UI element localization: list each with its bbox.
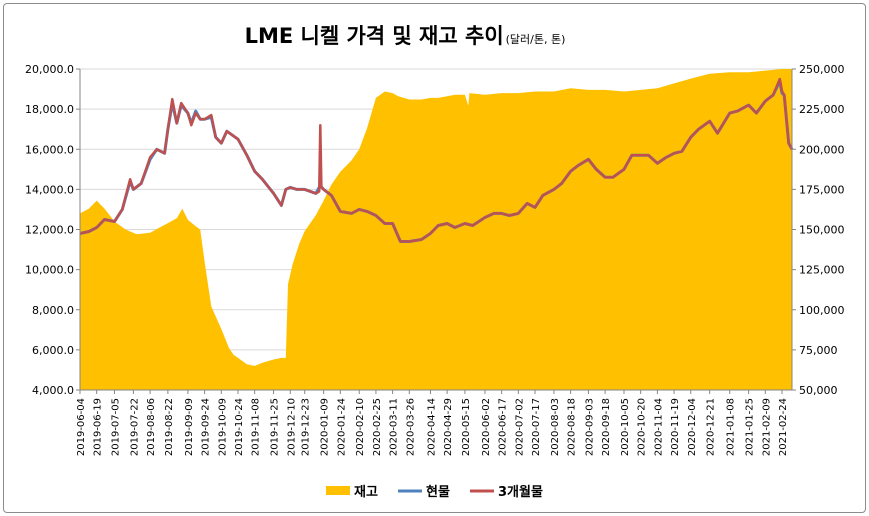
x-axis-tick-label: 2019-09-09	[184, 398, 195, 456]
x-axis-tick-label: 2019-07-05	[111, 398, 122, 456]
x-axis-tick-label: 2020-10-05	[620, 398, 631, 456]
left-axis-tick-label: 20,000.0	[25, 63, 74, 76]
x-axis-tick-label: 2020-12-21	[706, 398, 717, 456]
legend-label: 3개월물	[498, 484, 543, 500]
right-axis-tick-labels: 50,000 75,000 100,000 125,000 150,000 175,000…	[799, 63, 845, 397]
right-axis-tick-label: 125,000	[799, 264, 845, 277]
x-axis-tick-label: 2019-10-24	[234, 398, 245, 456]
right-axis-tick-label: 175,000	[799, 183, 845, 196]
right-axis-tick-label: 100,000	[799, 304, 845, 317]
x-axis-tick-label: 2020-04-14	[426, 398, 437, 456]
x-axis-tick-label: 2019-12-10	[286, 398, 297, 456]
x-axis-tick-label: 2020-05-15	[461, 398, 472, 456]
x-axis-tick-label: 2019-11-08	[251, 398, 262, 456]
left-axis-tick-label: 8,000.0	[32, 304, 74, 317]
x-axis-tick-label: 2020-08-03	[550, 398, 561, 456]
x-axis-tick-label: 2021-01-08	[726, 398, 737, 456]
left-axis-tick-label: 12,000.0	[25, 224, 74, 237]
right-axis-tick-label: 50,000	[799, 384, 838, 397]
x-axis-tick-label: 2019-11-25	[270, 398, 281, 456]
x-axis-tick-label: 2019-09-24	[201, 398, 212, 456]
chart-title-unit: (달러/톤, 톤)	[506, 33, 566, 46]
left-axis-tick-label: 6,000.0	[32, 344, 74, 357]
left-axis-tick-label: 18,000.0	[25, 103, 74, 116]
left-axis-tick-label: 10,000.0	[25, 264, 74, 277]
x-axis-tick-label: 2019-06-04	[76, 398, 87, 456]
x-axis-tick-label: 2019-12-23	[301, 398, 312, 456]
x-axis-tick-label: 2019-08-22	[164, 398, 175, 456]
axes	[76, 68, 796, 394]
price-line-series	[79, 77, 794, 243]
x-axis-tick-label: 2020-03-11	[389, 398, 400, 456]
x-axis-tick-label: 2020-10-20	[637, 398, 648, 456]
x-axis-tick-label: 2019-07-22	[129, 398, 140, 456]
x-axis-tick-label: 2019-08-06	[146, 398, 157, 456]
x-axis-tick-label: 2020-08-18	[567, 398, 578, 456]
left-axis-tick-label: 14,000.0	[25, 183, 74, 196]
legend: 재고 현물 3개월물	[326, 484, 543, 500]
x-axis-tick-label: 2020-07-17	[531, 398, 542, 456]
x-axis-tick-label: 2020-02-10	[355, 398, 366, 456]
right-axis-tick-label: 250,000	[799, 63, 845, 76]
x-axis-tick-label: 2020-03-26	[405, 398, 416, 456]
x-axis-tick-label: 2020-11-04	[653, 398, 664, 456]
x-axis-tick-label: 2020-06-17	[498, 398, 509, 456]
chart-title: LME 니켈 가격 및 재고 추이 (달러/톤, 톤)	[245, 24, 566, 48]
x-axis-tick-label: 2019-10-09	[217, 398, 228, 456]
x-axis-tick-label: 2021-02-24	[778, 398, 789, 456]
left-axis-tick-label: 4,000.0	[32, 384, 74, 397]
left-axis-tick-label: 16,000.0	[25, 143, 74, 156]
x-axis-tick-label: 2020-02-25	[372, 398, 383, 456]
left-axis-tick-labels: 4,000.0 6,000.0 8,000.0 10,000.0 12,000.0 14,…	[25, 63, 74, 397]
x-axis-tick-label: 2021-02-09	[761, 398, 772, 456]
chart-title-main: LME 니켈 가격 및 재고 추이	[245, 24, 504, 48]
legend-label: 재고	[354, 485, 378, 500]
x-axis-tick-label: 2020-09-18	[601, 398, 612, 456]
legend-label: 현물	[426, 484, 450, 500]
x-axis-tick-label: 2021-01-25	[745, 398, 756, 456]
three-month-price-line	[79, 77, 794, 243]
x-axis-tick-label: 2020-09-03	[584, 398, 595, 456]
x-axis-tick-labels: 2019-06-04 2019-06-19 2019-07-05 2019-07-22…	[76, 398, 789, 456]
x-axis-tick-label: 2020-07-02	[514, 398, 525, 456]
x-axis-tick-label: 2020-01-09	[320, 398, 331, 456]
x-axis-tick-label: 2019-06-19	[93, 398, 104, 456]
right-axis-tick-label: 225,000	[799, 103, 845, 116]
x-axis-tick-label: 2020-01-24	[336, 398, 347, 456]
x-axis-tick-label: 2020-12-04	[687, 398, 698, 456]
x-axis-tick-label: 2020-11-19	[670, 398, 681, 456]
right-axis-tick-label: 75,000	[799, 344, 838, 357]
legend-swatch-stock	[326, 486, 350, 495]
x-axis-tick-label: 2020-06-02	[481, 398, 492, 456]
x-axis-tick-label: 2020-04-29	[443, 398, 454, 456]
right-axis-tick-label: 150,000	[799, 224, 845, 237]
right-axis-tick-label: 200,000	[799, 143, 845, 156]
